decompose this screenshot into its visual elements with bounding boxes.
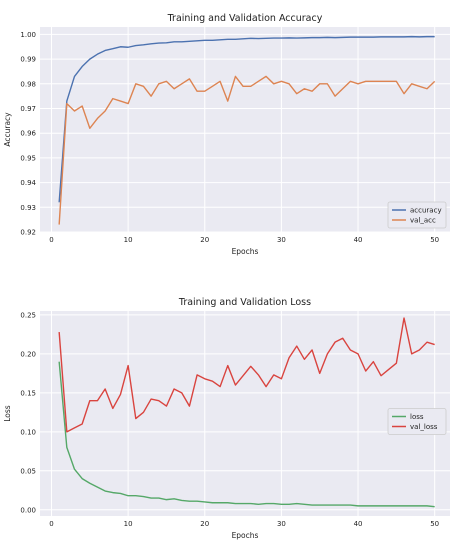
series-line-loss	[58, 361, 435, 508]
legend-label: val_loss	[410, 423, 438, 431]
series-line-val-loss	[58, 317, 435, 433]
x-tick-label: 0	[49, 520, 53, 528]
x-tick-label: 20	[200, 236, 209, 244]
series-line-val-acc	[58, 75, 436, 225]
legend-label: val_acc	[410, 217, 436, 225]
x-tick-label: 0	[49, 236, 53, 244]
y-tick-label: 0.10	[20, 428, 36, 436]
y-tick-label: 0.05	[20, 467, 36, 475]
y-tick-label: 0.93	[20, 204, 36, 212]
y-tick-label: 0.96	[20, 130, 36, 138]
y-tick-label: 0.20	[20, 350, 36, 358]
legend-label: loss	[410, 413, 424, 421]
x-axis-label: Epochs	[232, 247, 259, 256]
x-tick-label: 20	[200, 520, 209, 528]
y-tick-label: 1.00	[20, 31, 36, 39]
y-axis-label: Loss	[3, 405, 12, 422]
y-tick-label: 0.25	[20, 311, 36, 319]
chart-title: Training and Validation Loss	[178, 297, 311, 308]
loss-chart: 0.00 0.05 0.10 0.15 0.20 0.25 0 10 20 30 40 50 Train…	[3, 297, 450, 540]
y-tick-label: 0.98	[20, 80, 36, 88]
legend-box	[387, 408, 447, 435]
y-tick-label: 0.00	[20, 506, 36, 514]
legend-label: accuracy	[410, 207, 442, 215]
accuracy-chart: 0.92 0.93 0.94 0.95 0.96 0.97 0.98 0.99 1.00 0 10 2…	[3, 13, 450, 256]
y-tick-label: 0.94	[20, 179, 36, 187]
x-tick-label: 40	[354, 236, 363, 244]
x-tick-label: 10	[124, 236, 133, 244]
x-tick-label: 30	[277, 236, 286, 244]
chart-title: Training and Validation Accuracy	[167, 13, 323, 24]
y-tick-label: 0.92	[20, 229, 36, 237]
y-tick-label: 0.95	[20, 154, 36, 162]
x-tick-label: 40	[354, 520, 363, 528]
series-line-accuracy	[58, 35, 435, 203]
y-tick-label: 0.97	[20, 105, 36, 113]
y-tick-label: 0.99	[20, 56, 36, 64]
x-tick-label: 50	[430, 520, 439, 528]
plot-background	[40, 27, 450, 232]
x-tick-label: 50	[430, 236, 439, 244]
x-axis-label: Epochs	[232, 531, 259, 540]
plot-background	[40, 311, 450, 516]
y-axis-label: Accuracy	[3, 112, 12, 147]
legend-box	[387, 201, 447, 229]
y-tick-label: 0.15	[20, 389, 36, 397]
x-tick-label: 30	[277, 520, 286, 528]
x-tick-label: 10	[124, 520, 133, 528]
